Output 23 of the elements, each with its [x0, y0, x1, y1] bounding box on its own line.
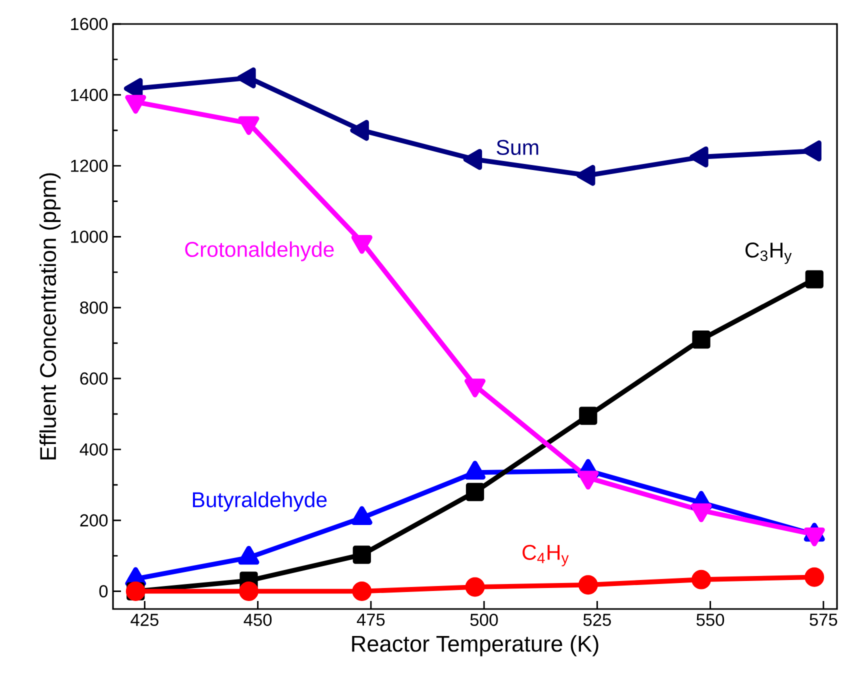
series-label: Crotonaldehyde: [185, 241, 334, 262]
y-tick-label: 1600: [71, 18, 108, 30]
y-tick-label: 600: [80, 372, 108, 385]
y-tick-label: 800: [80, 301, 108, 314]
x-tick-label: 450: [244, 614, 272, 626]
series-label: C$_{3}$H$_{y}$: [746, 242, 792, 264]
x-axis-title: Reactor Temperature (K): [352, 635, 598, 656]
series-label: Butyraldehyde: [192, 492, 327, 512]
y-tick-label: 1200: [71, 160, 108, 172]
series-label: Sum: [496, 140, 538, 155]
y-tick-label: 400: [80, 443, 108, 456]
x-tick-label: 475: [356, 614, 385, 626]
x-tick-label: 425: [130, 614, 158, 626]
y-tick-label: 0: [99, 585, 108, 598]
x-tick-label: 525: [583, 614, 611, 626]
x-tick-label: 550: [696, 614, 724, 626]
x-tick-label: 500: [470, 614, 498, 626]
y-tick-label: 1400: [71, 88, 108, 102]
y-axis-title: Effluent Concentration (ppm): [39, 173, 61, 460]
y-tick-label: 200: [80, 514, 108, 526]
series-label: C$_{4}$H$_{y}$: [522, 544, 569, 566]
y-tick-label: 1000: [71, 230, 108, 243]
x-tick-label: 575: [810, 614, 838, 626]
